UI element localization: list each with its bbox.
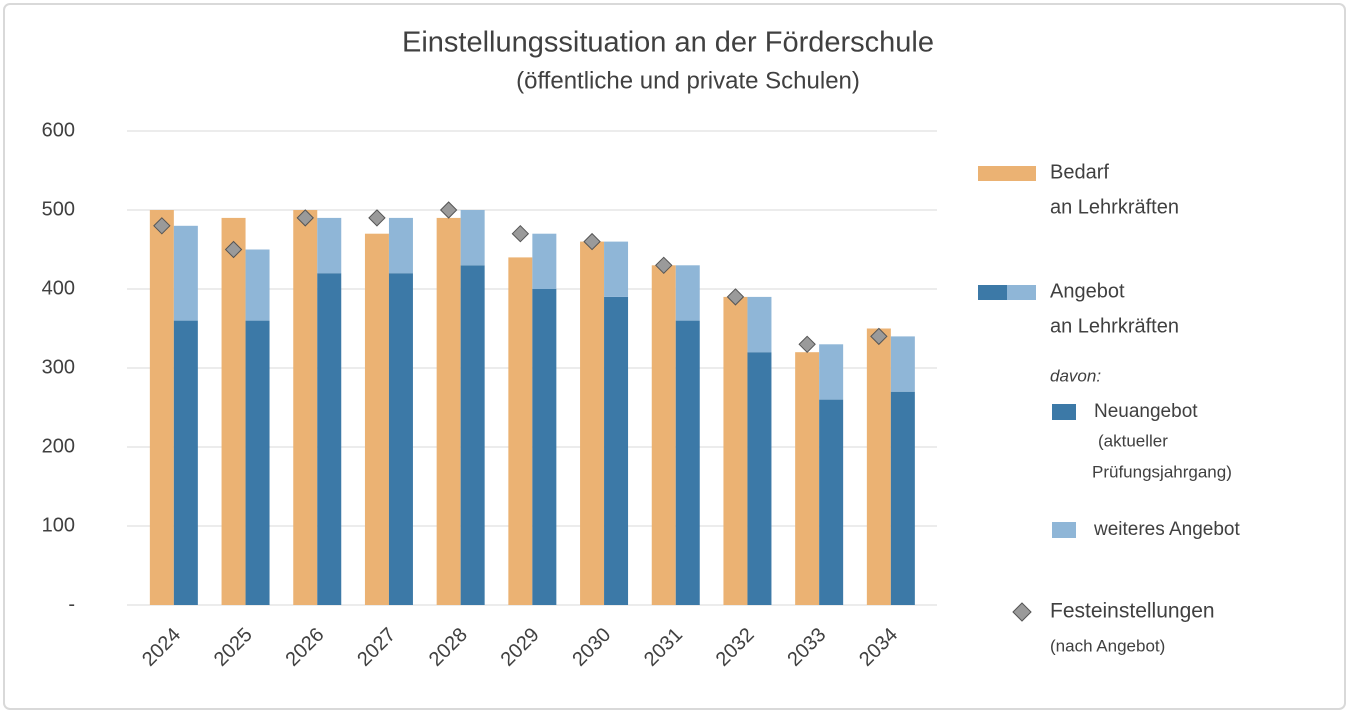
- bar: [173, 320, 198, 605]
- bar: [819, 399, 844, 605]
- bar: [149, 210, 174, 605]
- diamond-marker: [798, 335, 816, 354]
- legend-note: davon:: [1050, 366, 1101, 385]
- bar: [173, 225, 198, 321]
- bar: [317, 217, 342, 274]
- legend-note: (nach Angebot): [1050, 636, 1165, 655]
- bar: [890, 336, 915, 392]
- bar: [460, 265, 485, 605]
- y-tick-label: 600: [42, 119, 75, 141]
- legend-swatch: [978, 166, 1036, 181]
- y-tick-label: 100: [42, 514, 75, 536]
- legend-swatch: [978, 285, 1007, 300]
- y-tick-label: 300: [42, 356, 75, 378]
- bar: [245, 320, 270, 605]
- bar: [604, 296, 629, 605]
- bar: [436, 217, 461, 605]
- bar: [221, 217, 246, 605]
- legend-label: Angebot: [1050, 280, 1125, 302]
- y-tick-label: 200: [42, 435, 75, 457]
- bar: [532, 233, 557, 289]
- diamond-marker: [296, 209, 314, 227]
- bar: [747, 296, 772, 353]
- bar: [245, 249, 270, 321]
- bar: [317, 273, 342, 605]
- diamond-marker: [439, 201, 458, 219]
- legend-label: an Lehrkräften: [1050, 196, 1179, 218]
- y-tick-label: 500: [42, 198, 75, 220]
- bar: [388, 217, 413, 274]
- diamond-marker: [368, 209, 386, 227]
- legend-label: Neuangebot: [1094, 401, 1198, 422]
- bar: [723, 296, 748, 605]
- diamond-marker: [153, 217, 171, 235]
- diamond-marker: [224, 240, 243, 259]
- diamond-marker: [726, 288, 745, 306]
- chart-title: Einstellungssituation an der Förderschul…: [402, 27, 934, 59]
- bar: [890, 391, 915, 605]
- bar: [604, 241, 629, 297]
- legend-swatch: [1052, 404, 1076, 420]
- legend-note: Prüfungsjahrgang): [1092, 462, 1232, 481]
- legend-label: Bedarf: [1050, 161, 1109, 183]
- legend-diamond: [1012, 602, 1032, 622]
- bar: [866, 328, 891, 605]
- bar: [364, 233, 389, 605]
- legend-note: (aktueller: [1098, 431, 1168, 450]
- bar: [819, 344, 844, 400]
- bar: [651, 265, 676, 605]
- bar: [795, 352, 820, 605]
- bar: [460, 210, 485, 266]
- diamond-marker: [511, 224, 530, 243]
- diamond-marker: [870, 327, 888, 346]
- legend-swatch: [1007, 285, 1036, 300]
- bar: [747, 352, 772, 605]
- legend-label: weiteres Angebot: [1093, 519, 1240, 540]
- diamond-marker: [655, 256, 673, 275]
- diamond-marker: [583, 232, 601, 251]
- bar: [293, 210, 318, 605]
- bar: [580, 241, 605, 605]
- bar: [532, 289, 557, 605]
- y-tick-label: -: [68, 593, 75, 615]
- legend-label: an Lehrkräften: [1050, 315, 1179, 337]
- bar: [675, 320, 700, 605]
- bar: [388, 273, 413, 605]
- legend-swatch: [1052, 522, 1076, 538]
- chart-subtitle: (öffentliche und private Schulen): [516, 67, 860, 94]
- bar: [508, 257, 533, 605]
- y-tick-label: 400: [42, 277, 75, 299]
- legend-label: Festeinstellungen: [1050, 600, 1215, 623]
- bar: [675, 265, 700, 321]
